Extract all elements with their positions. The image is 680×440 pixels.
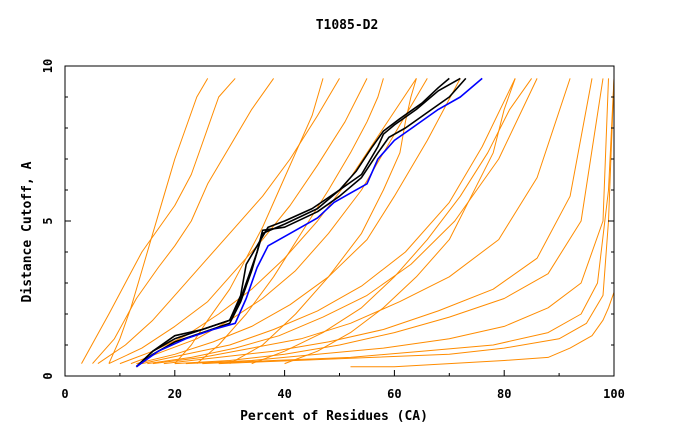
orange-model-line-3 [108,78,368,365]
series-layer [81,77,614,368]
x-tick-label-0: 0 [61,387,68,401]
orange-model-line-18 [229,78,417,365]
x-tick-label-20: 20 [168,387,182,401]
x-tick-label-60: 60 [387,387,401,401]
x-tick-label-80: 80 [497,387,511,401]
orange-model-line-7 [141,78,516,365]
orange-model-line-15 [350,292,614,368]
orange-model-line-1 [92,78,275,364]
orange-model-line-4 [119,78,417,365]
orange-model-line-8 [147,78,538,365]
blue-model-line-25 [135,77,483,368]
orange-model-line-11 [174,78,604,365]
x-axis-label: Percent of Residues (CA) [240,409,428,424]
black-model-line-24 [135,77,467,368]
y-tick-label-10: 10 [41,59,55,73]
orange-model-line-14 [218,78,614,365]
y-axis: 0 5 10 [41,59,614,380]
y-tick-label-0: 0 [41,372,55,379]
chart-title: T1085-D2 [316,18,379,33]
orange-model-line-20 [108,78,209,364]
x-tick-label-40: 40 [277,387,291,401]
y-tick-label-5: 5 [41,217,55,224]
orange-model-line-12 [185,78,609,365]
black-model-line-23 [135,77,450,368]
orange-model-line-5 [130,78,428,365]
orange-model-line-0 [81,78,236,364]
black-model-line-22 [135,77,461,368]
plot-frame [64,65,615,377]
orange-model-line-21 [284,78,516,365]
orange-model-line-17 [196,78,384,364]
orange-model-line-2 [97,78,340,365]
x-tick-label-100: 100 [603,387,625,401]
orange-model-line-13 [202,78,614,365]
orange-model-line-16 [174,78,324,364]
x-axis: 0 20 40 60 80 100 [61,370,625,401]
y-axis-label: Distance Cutoff, A [20,161,35,302]
orange-model-line-9 [152,78,571,365]
orange-model-line-6 [136,78,461,365]
